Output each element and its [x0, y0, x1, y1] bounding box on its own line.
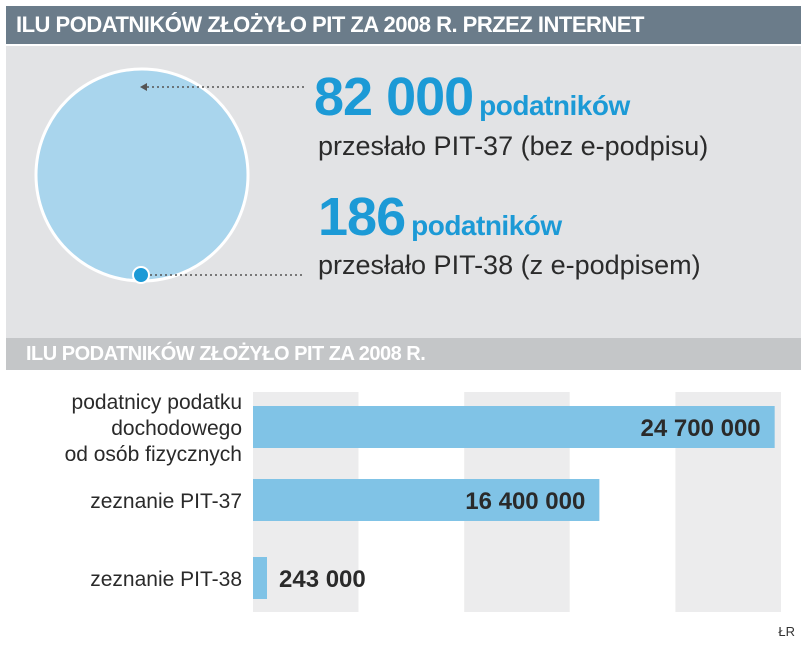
category-label-1-0: zeznanie PIT-37 — [90, 490, 242, 513]
value-label-2: 243 000 — [279, 566, 366, 593]
category-label-0-2: od osób fizycznych — [65, 443, 242, 466]
number-82000: 82 000 podatników — [314, 67, 630, 127]
leader-arrow-1 — [140, 83, 147, 91]
chart-title: ILU PODATNIKÓW ZŁOŻYŁO PIT ZA 2008 R. — [6, 338, 801, 370]
category-label-0-1: dochodowego — [111, 417, 242, 440]
large-circle — [34, 67, 250, 283]
main-title: ILU PODATNIKÓW ZŁOŻYŁO PIT ZA 2008 R. PR… — [6, 6, 801, 44]
description-pit37: przesłało PIT-37 (bez e-podpisu) — [318, 131, 709, 161]
value-label-0: 24 700 000 — [641, 415, 761, 442]
category-label-0-0: podatnicy podatku — [72, 391, 242, 414]
small-circle — [132, 266, 150, 284]
value-label-1: 16 400 000 — [465, 488, 585, 515]
bar-1 — [253, 479, 600, 521]
bar-0 — [253, 406, 775, 448]
number-186: 186 podatników — [318, 187, 562, 247]
category-label-2-0: zeznanie PIT-38 — [90, 568, 242, 591]
bar-2 — [253, 557, 267, 599]
source-label: ŁR — [778, 624, 795, 639]
description-pit38: przesłało PIT-38 (z e-podpisem) — [318, 250, 701, 280]
bar-chart: 24 700 000 podatnicy podatku dochodowego od… — [65, 391, 781, 612]
